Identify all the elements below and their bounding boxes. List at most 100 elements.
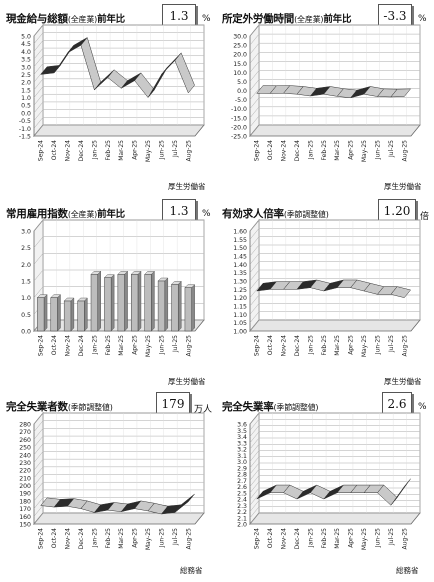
x-tick-label: Sep-24 (38, 335, 45, 356)
x-tick-label: Jun-25 (374, 335, 381, 355)
x-tick-label: Oct-24 (51, 140, 58, 160)
value-unit: % (418, 14, 427, 24)
line-segment (390, 286, 412, 298)
y-tick-label: 1.10 (233, 312, 247, 319)
x-tick-label: Feb-25 (105, 140, 112, 161)
y-tick-label: -10.0 (231, 106, 247, 113)
chart-panel-employment-index: 常用雇用指数(全産業)前年比 1.3 % 3.0 2.5 2.0 1.5 1.0 0.5 0… (4, 199, 214, 389)
latest-value-box: 2.6 (382, 392, 412, 414)
panel-title: 所定外労働時間(全産業)前年比 (222, 13, 352, 25)
y-tick-label: 1.40 (233, 262, 247, 269)
bar-side (43, 294, 48, 332)
y-tick-label: 0.0 (21, 329, 31, 336)
line-segment (390, 478, 411, 506)
y-tick-label: 0.5 (21, 103, 31, 110)
x-tick-label: Aug-25 (185, 140, 192, 162)
y-tick-label: -1.0 (19, 126, 31, 133)
x-tick-label: Oct-24 (267, 528, 274, 548)
bar (144, 274, 152, 332)
x-tick-label: Feb-25 (321, 528, 328, 549)
chart-plot: 30.0 25.0 20.0 15.0 10.0 5.0 0.0 -5.0 -10.0 -15.0… (231, 23, 421, 162)
x-tick-label: May-25 (145, 528, 152, 550)
bar (50, 297, 58, 332)
bar-side (137, 270, 142, 332)
x-tick-label: Feb-25 (105, 335, 112, 356)
y-tick-label: -1.5 (19, 134, 31, 141)
plot-floor (249, 512, 421, 525)
x-tick-label: Jun-25 (374, 140, 381, 160)
source-label: 厚生労働省 (384, 377, 422, 386)
bar (184, 287, 192, 332)
bar (77, 300, 85, 332)
bar-side (124, 270, 128, 332)
bar (131, 274, 139, 332)
y-tick-label: 200 (19, 483, 31, 490)
y-tick-label: 2.0 (21, 262, 31, 269)
x-tick-label: Jan-25 (91, 528, 98, 548)
x-tick-label: Jun-25 (158, 140, 165, 160)
y-tick-label: 3.5 (21, 57, 31, 64)
x-tick-label: Jul-25 (388, 140, 395, 158)
y-tick-label: 25.0 (233, 43, 247, 50)
panel-title: 完全失業者数(季節調整値) (6, 401, 113, 413)
chart-plot: 3.0 2.5 2.0 1.5 1.0 0.5 0.0 Sep-24 Oct-24 Nov-24 D… (21, 218, 205, 357)
x-tick-label: May-25 (361, 335, 368, 357)
x-tick-label: Feb-25 (321, 335, 328, 356)
bar-side (191, 284, 195, 332)
x-tick-label: Mar-25 (334, 335, 341, 356)
y-tick-label: 1.35 (233, 270, 247, 277)
x-tick-label: Jan-25 (307, 528, 314, 548)
y-tick-label: 1.00 (233, 329, 247, 336)
y-tick-label: 3.5 (237, 428, 247, 435)
bar (104, 277, 112, 332)
latest-value-box: 179 (156, 392, 190, 414)
chart-plot: 1.601.551.50 1.451.401.35 1.301.251.20 1.15… (233, 218, 421, 357)
chart-panel-job-openings-ratio: 有効求人倍率(季節調整値) 1.20 倍 1.60 1.55 1.50 1.45 1.4… (220, 199, 430, 389)
y-tick-label: 3.0 (21, 64, 31, 71)
y-tick-label: 1.05 (233, 320, 247, 327)
y-tick-label: 1.0 (21, 95, 31, 102)
x-tick-label: Jul-25 (172, 140, 179, 158)
x-tick-label: Sep-24 (38, 140, 45, 161)
line-segment (174, 493, 195, 513)
x-tick-label: Apr-25 (348, 140, 355, 160)
source-label: 厚生労働省 (168, 377, 206, 386)
x-tick-label: Nov-24 (65, 140, 72, 162)
plot-floor (249, 124, 421, 137)
y-tick-label: 4.0 (21, 49, 31, 56)
y-tick-label: 170 (19, 506, 31, 513)
y-tick-label: 180 (19, 498, 31, 505)
x-tick-label: Nov-24 (281, 335, 288, 357)
y-tick-label: -0.5 (19, 118, 31, 125)
bar-side (84, 297, 88, 332)
y-tick-label: 280 (19, 422, 31, 429)
bar (157, 280, 166, 332)
y-tick-label: 260 (19, 437, 31, 444)
y-tick-label: 2.2 (237, 509, 247, 516)
y-tick-label: 2.8 (237, 472, 247, 479)
x-tick-label: Nov-24 (281, 528, 288, 550)
bar-side (178, 280, 182, 332)
y-tick-label: 4.5 (21, 41, 31, 48)
x-tick-label: Jan-25 (307, 335, 314, 355)
panel-title: 現金給与総額(全産業)前年比 (6, 13, 125, 25)
x-tick-label: Nov-24 (281, 140, 288, 162)
plot-floor (249, 319, 421, 332)
value-unit: % (418, 402, 427, 412)
x-tick-label: Apr-25 (132, 335, 139, 355)
y-tick-label: 210 (19, 475, 31, 482)
y-tick-label: 2.3 (237, 503, 247, 510)
x-tick-label: Sep-24 (254, 528, 261, 549)
y-tick-label: 160 (19, 514, 31, 521)
x-tick-label: Sep-24 (38, 528, 45, 549)
bar-side (57, 294, 61, 332)
x-tick-label: Mar-25 (334, 140, 341, 161)
y-tick-label: 3.2 (237, 447, 247, 454)
x-tick-label: Oct-24 (267, 140, 274, 160)
plot-floor (33, 512, 205, 525)
x-tick-label: Nov-24 (65, 528, 72, 550)
y-tick-label: 240 (19, 452, 31, 459)
source-label: 総務省 (396, 566, 419, 575)
bar (63, 300, 72, 332)
y-tick-label: 1.20 (233, 295, 247, 302)
